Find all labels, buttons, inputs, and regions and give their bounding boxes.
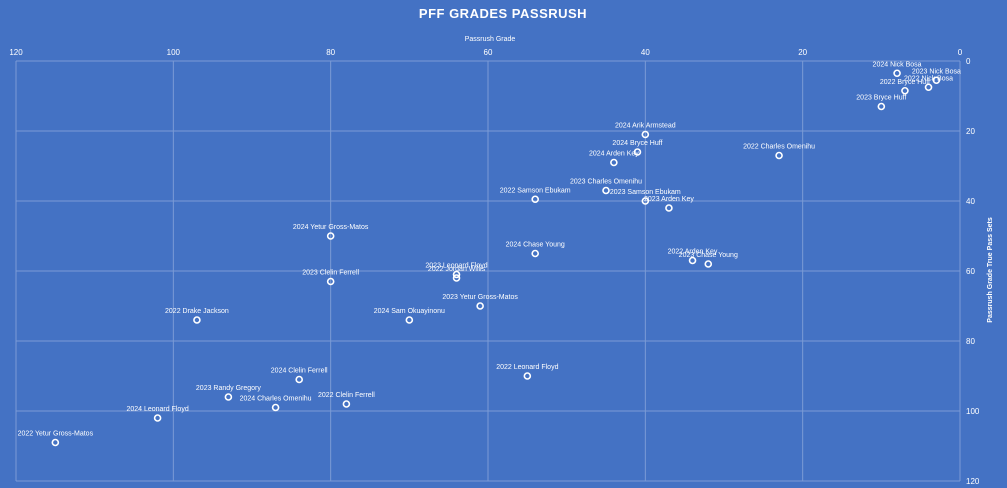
data-label: 2023 Randy Gregory xyxy=(196,385,261,392)
data-label: 2022 Yetur Gross-Matos xyxy=(18,431,94,438)
y-tick-label: 60 xyxy=(966,267,975,276)
data-point xyxy=(641,130,650,139)
y-tick-label: 120 xyxy=(966,477,980,486)
data-label: 2024 Yetur Gross-Matos xyxy=(293,224,369,231)
data-point xyxy=(405,316,414,324)
data-point xyxy=(610,158,618,167)
x-tick-label: 20 xyxy=(798,48,807,57)
data-label: 2022 Bryce Huff xyxy=(880,79,930,86)
data-point xyxy=(893,69,901,78)
data-points xyxy=(51,69,941,447)
x-tick-label: 120 xyxy=(9,48,23,57)
data-point xyxy=(704,260,713,268)
data-point xyxy=(932,76,941,85)
data-point xyxy=(531,195,540,204)
data-label: 2024 Clelin Ferrell xyxy=(271,368,328,375)
x-tick-label: 80 xyxy=(326,48,335,57)
y-tick-label: 0 xyxy=(966,57,971,66)
data-label: 2023 Bryce Huff xyxy=(856,95,906,102)
data-point xyxy=(523,372,532,380)
axis-ticks: 120 100 80 60 40 20 00 20 40 60 80 100 120 xyxy=(9,48,980,486)
data-label: 2023 Chase Young xyxy=(679,252,738,259)
y-tick-label: 40 xyxy=(966,197,975,206)
x-tick-label: 60 xyxy=(484,48,493,57)
data-label: 2022 Clelin Ferrell xyxy=(318,392,375,399)
y-axis-title: Passrush Grade True Pass Sets xyxy=(987,217,994,323)
data-label: 2024 Nick Bosa xyxy=(873,61,922,68)
data-label: 2023 Samson Ebukam xyxy=(610,189,681,196)
data-point xyxy=(602,186,610,195)
data-point xyxy=(452,270,461,279)
grid xyxy=(15,60,961,482)
data-label: 2022 Charles Omenihu xyxy=(743,144,815,151)
data-label: 2022 Arden Key xyxy=(668,249,718,256)
data-point xyxy=(326,232,335,240)
data-point xyxy=(326,277,335,286)
data-point xyxy=(51,438,60,447)
data-label: 2023 Arden Key xyxy=(644,196,694,203)
data-point xyxy=(641,197,650,205)
y-tick-label: 20 xyxy=(966,127,975,136)
x-tick-label: 40 xyxy=(641,48,650,57)
data-point xyxy=(193,316,201,324)
data-point xyxy=(877,102,886,111)
data-label: 2022 Samson Ebukam xyxy=(500,187,571,194)
x-axis-title: Passrush Grade xyxy=(465,36,516,43)
data-label: 2023 Leonard Floyd xyxy=(425,263,487,270)
data-point xyxy=(271,403,280,412)
data-point xyxy=(295,375,304,384)
data-point xyxy=(531,249,540,258)
data-label: 2022 Jordan Willis xyxy=(428,266,486,273)
data-label: 2023 Yetur Gross-Matos xyxy=(442,294,518,301)
data-point xyxy=(633,148,642,156)
y-tick-label: 80 xyxy=(966,337,975,346)
data-label: 2024 Charles Omenihu xyxy=(240,396,312,403)
data-point xyxy=(901,86,909,95)
y-tick-label: 100 xyxy=(966,407,980,416)
data-label: 2024 Sam Okuayinonu xyxy=(374,308,445,315)
data-point xyxy=(924,83,933,92)
data-label: 2023 Nick Bosa xyxy=(912,68,961,75)
chart-title: PFF GRADES PASSRUSH xyxy=(419,6,587,21)
data-point xyxy=(688,256,697,265)
data-label: 2024 Arik Armstead xyxy=(615,123,676,130)
data-point xyxy=(476,302,484,310)
data-label: 2024 Chase Young xyxy=(506,242,565,249)
data-label: 2022 Drake Jackson xyxy=(165,308,229,315)
data-point xyxy=(342,400,351,408)
data-label: 2022 Leonard Floyd xyxy=(496,364,558,371)
data-point xyxy=(665,204,673,212)
data-label: 2023 Clelin Ferrell xyxy=(302,270,359,277)
data-point xyxy=(153,414,162,422)
x-tick-label: 100 xyxy=(167,48,181,57)
data-label: 2022 Nick Bosa xyxy=(904,75,953,82)
data-label: 2024 Bryce Huff xyxy=(612,140,662,147)
data-point xyxy=(775,151,783,160)
x-tick-label: 0 xyxy=(958,48,963,57)
data-point xyxy=(224,393,233,401)
data-point xyxy=(452,274,461,282)
data-label: 2024 Arden Key xyxy=(589,151,639,158)
data-label: 2023 Charles Omenihu xyxy=(570,179,642,186)
data-label: 2024 Leonard Floyd xyxy=(126,406,188,413)
